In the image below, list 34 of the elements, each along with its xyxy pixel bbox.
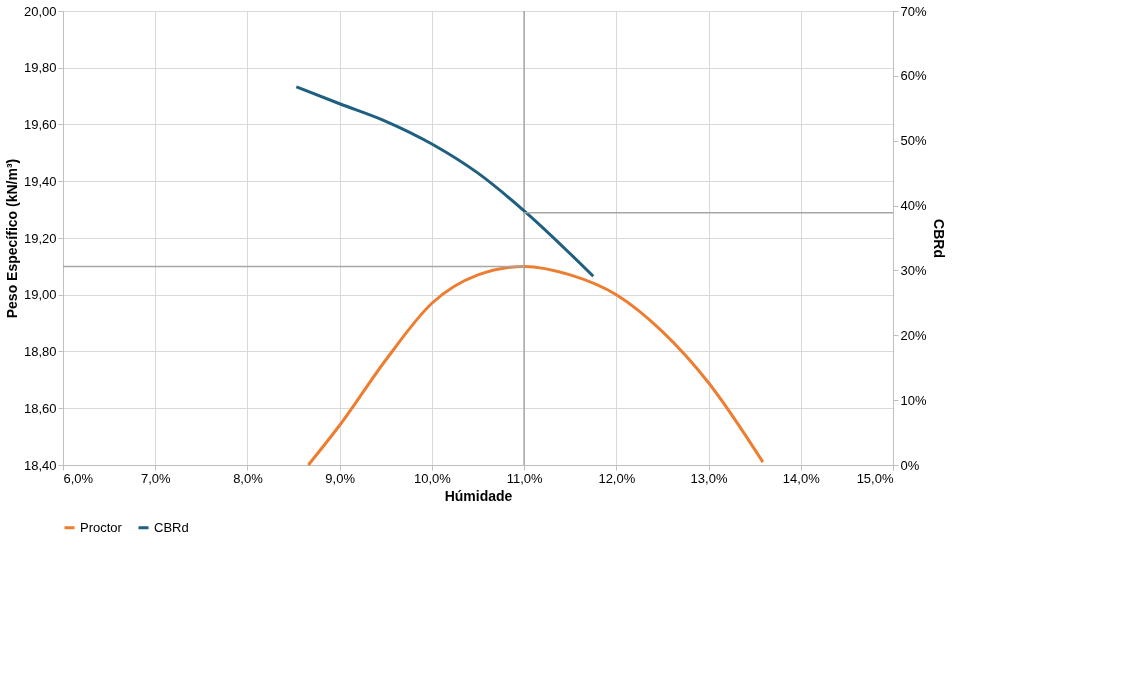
y-tick-label: 18,40	[23, 457, 57, 473]
y2-tick-label: 20%	[900, 327, 927, 343]
x-tick-label: 11,0%	[506, 470, 543, 486]
x-tick-label: 8,0%	[233, 470, 264, 486]
x-tick-label: 10,0%	[413, 470, 452, 486]
y-tick-label: 19,80	[23, 60, 57, 76]
legend-label: CBRd	[154, 519, 189, 535]
x-tick-label: 14,0%	[782, 470, 821, 486]
x-tick-label: 12,0%	[598, 470, 636, 486]
y-tick-label: 20,00	[23, 3, 57, 19]
legend-label: Proctor	[80, 519, 123, 535]
line-series	[306, 264, 765, 467]
x-tick-label: 7,0%	[140, 470, 171, 486]
x-tick-label: 15,0%	[856, 470, 894, 486]
y2-tick-label: 30%	[900, 262, 927, 278]
line-series	[294, 85, 595, 278]
x-tick-label: 6,0%	[63, 470, 94, 486]
y2-axis-title: CBRd	[930, 219, 947, 258]
y-tick-label: 18,60	[23, 400, 57, 416]
y-tick-label: 19,00	[23, 287, 57, 303]
y2-tick-label: 0%	[900, 457, 920, 473]
y-tick-label: 19,20	[23, 230, 57, 246]
y2-tick-label: 70%	[900, 3, 927, 19]
y-tick-label: 19,40	[23, 173, 57, 189]
y2-tick-label: 50%	[900, 133, 927, 149]
y-axis-title: Peso Específico (kN/m³)	[3, 158, 20, 319]
x-axis-title: Húmidade	[444, 487, 513, 504]
x-tick-label: 9,0%	[325, 470, 356, 486]
x-tick-label: 13,0%	[690, 470, 728, 486]
y2-tick-label: 10%	[900, 392, 927, 408]
y-tick-label: 18,80	[23, 344, 57, 359]
y2-tick-label: 60%	[900, 68, 927, 84]
y-tick-label: 19,60	[23, 117, 57, 132]
y2-tick-label: 40%	[900, 198, 927, 214]
